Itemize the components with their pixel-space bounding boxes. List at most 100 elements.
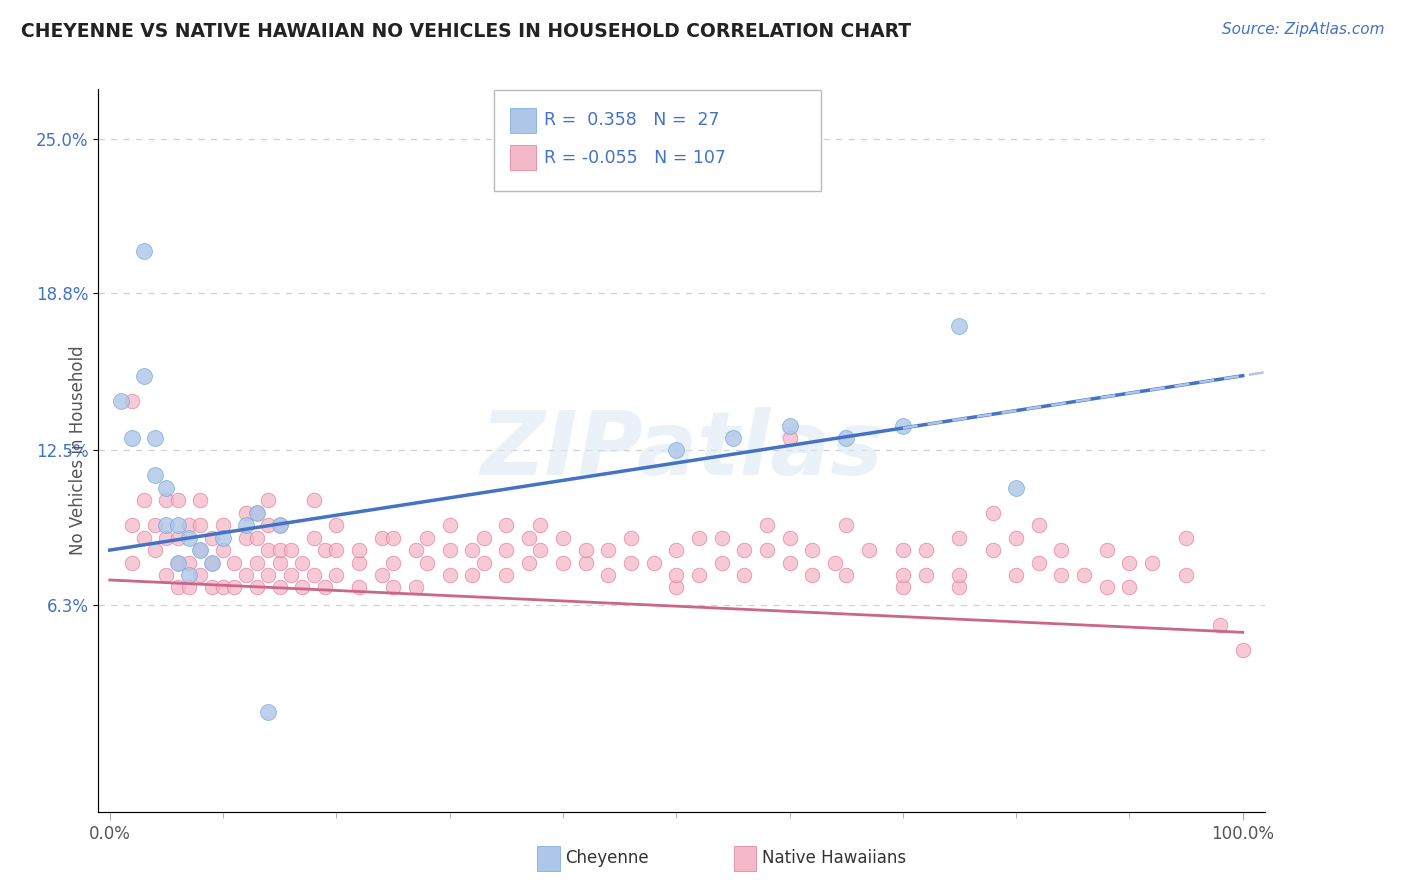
Point [280,568,302,582]
Point [166,518,188,533]
Point [212,531,235,545]
Point [121,431,143,445]
Point [1118,556,1140,570]
Point [177,556,200,570]
Point [405,581,427,595]
Point [190,543,212,558]
Point [132,493,155,508]
Point [166,581,188,595]
Point [801,543,824,558]
Text: CHEYENNE VS NATIVE HAWAIIAN NO VEHICLES IN HOUSEHOLD CORRELATION CHART: CHEYENNE VS NATIVE HAWAIIAN NO VEHICLES … [21,22,911,41]
Point [948,531,970,545]
Point [302,493,325,508]
Point [439,543,461,558]
Point [190,543,212,558]
Point [779,556,801,570]
Point [529,543,551,558]
Point [835,431,858,445]
Point [1028,518,1050,533]
Point [132,368,155,383]
Point [235,568,257,582]
Point [891,418,914,433]
Y-axis label: No Vehicles in Household: No Vehicles in Household [69,345,87,556]
Point [143,543,166,558]
Point [177,581,200,595]
Point [517,531,540,545]
Point [325,568,347,582]
Point [280,543,302,558]
Point [155,531,177,545]
Point [779,431,801,445]
Point [495,568,517,582]
Point [155,518,177,533]
Point [382,556,405,570]
Point [257,568,280,582]
Point [948,581,970,595]
Point [257,543,280,558]
Text: ZIPatlas: ZIPatlas [481,407,883,494]
Point [246,506,269,520]
Point [246,506,269,520]
Point [551,556,574,570]
Point [891,568,914,582]
Point [246,556,269,570]
Point [291,556,314,570]
Text: R = -0.055   N = 107: R = -0.055 N = 107 [544,149,725,167]
Point [314,543,336,558]
Point [269,556,291,570]
Point [257,493,280,508]
Point [575,556,598,570]
Point [891,543,914,558]
Point [620,556,643,570]
Point [347,543,370,558]
Point [665,581,688,595]
Point [472,531,495,545]
Point [190,568,212,582]
Point [439,568,461,582]
Point [177,531,200,545]
Point [257,518,280,533]
Point [166,556,188,570]
Point [1050,543,1073,558]
Point [416,556,439,570]
Point [1050,568,1073,582]
Point [983,543,1005,558]
Point [143,468,166,483]
Point [370,531,392,545]
Point [1005,531,1028,545]
Point [1073,568,1095,582]
Point [143,431,166,445]
Point [121,518,143,533]
Point [269,518,291,533]
Point [212,543,235,558]
Point [201,581,224,595]
Point [779,531,801,545]
Point [177,568,200,582]
Point [325,518,347,533]
Point [551,531,574,545]
Point [212,518,235,533]
Point [495,543,517,558]
Point [835,568,858,582]
Point [190,518,212,533]
Point [779,418,801,433]
Point [1175,531,1198,545]
Point [461,568,484,582]
Point [710,556,733,570]
Point [598,568,620,582]
Point [235,531,257,545]
Point [914,543,936,558]
Point [382,531,405,545]
Point [948,568,970,582]
Point [347,581,370,595]
Point [166,493,188,508]
Point [302,568,325,582]
Point [132,244,155,259]
Point [166,531,188,545]
Point [291,581,314,595]
Point [1118,581,1140,595]
Point [212,581,235,595]
Point [201,556,224,570]
Point [598,543,620,558]
Point [733,543,755,558]
